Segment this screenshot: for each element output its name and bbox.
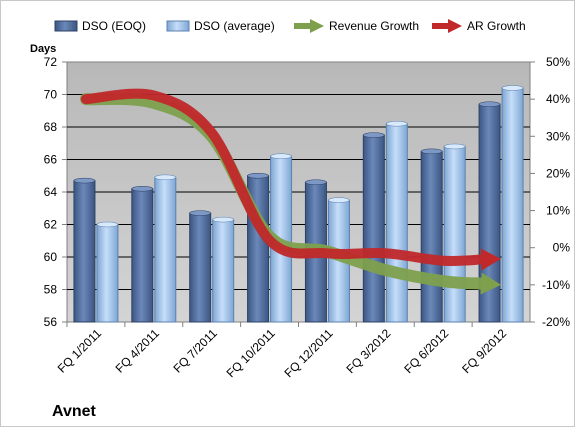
y-left-tick-label: 60	[44, 250, 58, 264]
legend-label: DSO (EOQ)	[82, 19, 146, 33]
bar-cap	[154, 174, 177, 181]
bar-cap	[363, 132, 385, 138]
bar	[420, 150, 443, 323]
series-arrowhead	[480, 248, 502, 271]
series-line	[80, 88, 489, 266]
bar-cap	[478, 101, 501, 108]
legend: DSO (EOQ) DSO (average) Revenue Growth AR G…	[54, 19, 526, 33]
legend-label: DSO (average)	[194, 19, 275, 33]
bar-cap	[386, 120, 408, 127]
bar	[96, 224, 119, 323]
company-title: Avnet	[52, 403, 97, 420]
y-right-tick-label: 10%	[546, 204, 570, 218]
bar-cap	[96, 221, 119, 228]
legend-swatch	[166, 20, 190, 32]
bar-cap	[443, 143, 466, 150]
bar-cap	[420, 148, 443, 155]
y-left-tick-label: 64	[44, 185, 58, 199]
bar-cap	[305, 179, 327, 186]
y-axis-title: Days	[30, 43, 56, 55]
y-right-tick-label: 50%	[546, 55, 570, 69]
y-right-tick-label: -10%	[542, 278, 570, 292]
y-right-tick-label: -20%	[542, 315, 570, 329]
bar-cap	[328, 197, 350, 203]
bar	[212, 219, 235, 323]
bar	[501, 87, 524, 323]
y-right-tick-label: 0%	[553, 241, 571, 255]
y-left-tick-label: 72	[44, 55, 58, 69]
tick-labels: 56 58 60 62 64 66 68 70 72 -20% -10% 0% 10% 20% 30% 40%…	[44, 55, 571, 380]
bar-cap	[247, 172, 269, 179]
y-left-tick-label: 56	[44, 315, 58, 329]
y-right-tick-label: 20%	[546, 166, 570, 180]
bar	[189, 212, 212, 323]
line-series	[79, 88, 502, 295]
legend-label: AR Growth	[467, 19, 526, 33]
y-left-tick-label: 68	[44, 120, 58, 134]
bar	[131, 188, 154, 323]
bar	[362, 134, 385, 323]
bar-cap	[212, 216, 234, 223]
bar	[154, 176, 177, 323]
bar	[443, 146, 466, 323]
legend-arrow	[448, 19, 462, 33]
legend-swatch	[54, 20, 78, 32]
y-right-tick-label: 40%	[546, 92, 570, 106]
y-right-tick-label: 30%	[546, 129, 570, 143]
bar-cap	[189, 210, 211, 216]
y-left-tick-label: 58	[44, 283, 58, 297]
bar-cap	[270, 153, 292, 160]
y-left-tick-label: 70	[44, 88, 58, 102]
bar-cap	[131, 185, 154, 192]
y-left-tick-label: 62	[44, 218, 58, 232]
y-left-tick-label: 66	[44, 153, 58, 167]
legend-arrow	[310, 19, 324, 33]
bar-cap	[73, 177, 96, 184]
series-arrowhead	[480, 272, 502, 295]
bar-cap	[501, 85, 524, 91]
bar	[385, 123, 408, 323]
legend-label: Revenue Growth	[329, 19, 419, 33]
bar	[73, 180, 96, 323]
